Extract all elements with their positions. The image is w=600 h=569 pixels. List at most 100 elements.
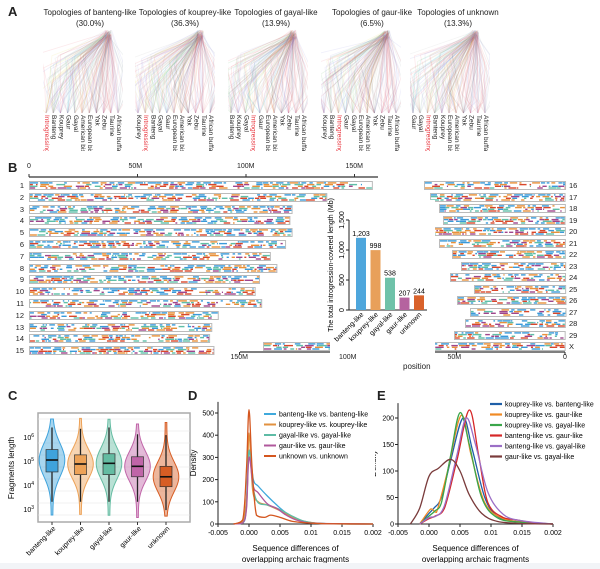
introgression-segment	[503, 279, 513, 281]
introgression-segment	[176, 293, 184, 295]
introgression-segment	[229, 197, 234, 199]
tree-branch	[321, 29, 389, 114]
tree-branch	[103, 31, 110, 114]
introgression-segment	[556, 187, 561, 189]
tree-branch	[252, 30, 293, 114]
introgression-segment	[150, 352, 152, 354]
tree-branch	[434, 33, 478, 114]
introgression-segment	[435, 348, 442, 350]
tree-leaf-label: Taurine	[474, 115, 482, 137]
introgression-segment	[544, 343, 552, 345]
tree-branch	[159, 32, 199, 114]
introgression-segment	[490, 206, 496, 209]
introgression-segment	[512, 218, 518, 220]
introgression-segment	[491, 266, 501, 268]
introgression-segment	[282, 205, 286, 208]
tree-branch	[448, 33, 477, 114]
introgression-segment	[191, 301, 194, 304]
chromosome-outline	[29, 310, 219, 320]
introgression-segment	[170, 183, 178, 186]
introgression-segment	[79, 317, 83, 319]
introgression-segment	[192, 276, 199, 278]
tree-branch	[45, 32, 107, 114]
introgression-segment	[218, 269, 221, 272]
introgression-segment	[162, 278, 172, 280]
introgression-segment	[541, 221, 546, 224]
tree-branch	[230, 36, 294, 114]
introgression-segment	[231, 278, 240, 280]
tree-branch	[431, 34, 478, 114]
density-curve-unknown-vs-unknown	[233, 409, 374, 525]
introgression-segment	[83, 276, 92, 278]
introgression-segment	[171, 207, 175, 209]
introgression-segment	[460, 239, 467, 242]
introgression-segment	[228, 229, 233, 231]
introgression-segment	[543, 206, 551, 209]
introgression-segment	[484, 274, 488, 276]
introgression-segment	[275, 219, 285, 221]
introgression-segment	[166, 281, 170, 284]
introgression-segment	[546, 279, 550, 281]
introgression-segment	[141, 278, 149, 280]
tree-branch	[139, 32, 199, 114]
tree-branch	[249, 35, 297, 114]
tree-branch	[239, 36, 297, 114]
introgression-segment	[311, 197, 318, 199]
tree-branch	[183, 37, 201, 114]
introgression-segment	[447, 346, 450, 348]
tree-branch	[71, 37, 108, 114]
introgression-segment	[136, 288, 140, 290]
tree-branch	[188, 31, 204, 114]
introgression-segment	[531, 348, 541, 350]
tree-branch	[470, 36, 479, 114]
introgression-segment	[149, 325, 158, 327]
introgression-segment	[485, 216, 489, 219]
introgression-segment	[93, 231, 100, 233]
introgression-segment	[185, 311, 195, 314]
introgression-segment	[128, 279, 131, 282]
introgression-segment	[258, 268, 264, 270]
introgression-segment	[49, 317, 56, 319]
introgression-segment	[461, 264, 465, 266]
introgression-segment	[152, 231, 155, 233]
tree-branch	[350, 36, 389, 114]
introgression-segment	[248, 197, 254, 199]
introgression-segment	[491, 335, 495, 337]
introgression-segment	[554, 297, 560, 299]
introgression-segment	[138, 328, 147, 331]
tree-branch	[281, 30, 294, 114]
introgression-segment	[477, 300, 480, 302]
tree-branch	[135, 31, 199, 114]
introgression-segment	[247, 303, 257, 305]
density-curve-kouprey-like-vs-gayal-like	[419, 412, 554, 525]
tree-branch	[166, 36, 203, 114]
introgression-segment	[510, 302, 520, 304]
tree-branch	[295, 33, 304, 114]
introgression-segment	[172, 290, 182, 292]
introgression-segment	[485, 333, 491, 335]
introgression-segment	[103, 279, 106, 282]
introgression-segment	[473, 182, 480, 184]
introgression-segment	[98, 347, 104, 349]
tree-branch	[72, 30, 111, 114]
introgression-segment	[123, 205, 128, 208]
introgression-segment	[141, 311, 147, 314]
introgression-segment	[63, 193, 70, 196]
introgression-segment	[509, 289, 515, 291]
tree-branch	[434, 32, 474, 114]
chromosome-track	[29, 181, 373, 190]
tree-leaf-label: Taurine	[199, 115, 207, 137]
tree-leaf-label: Kouprey	[235, 115, 243, 140]
introgression-segment	[82, 182, 90, 184]
introgression-segment	[119, 234, 128, 236]
chromosome-label: 20	[569, 227, 578, 236]
tree-branch	[103, 37, 114, 114]
introgression-segment	[477, 243, 479, 245]
introgression-segment	[215, 199, 217, 201]
introgression-segment	[101, 252, 107, 255]
tree-branch	[81, 35, 108, 114]
introgression-segment	[30, 279, 37, 282]
introgression-segment	[45, 291, 51, 294]
introgression-segment	[525, 285, 533, 288]
tree-leaf-label: Introgressing	[43, 115, 50, 151]
